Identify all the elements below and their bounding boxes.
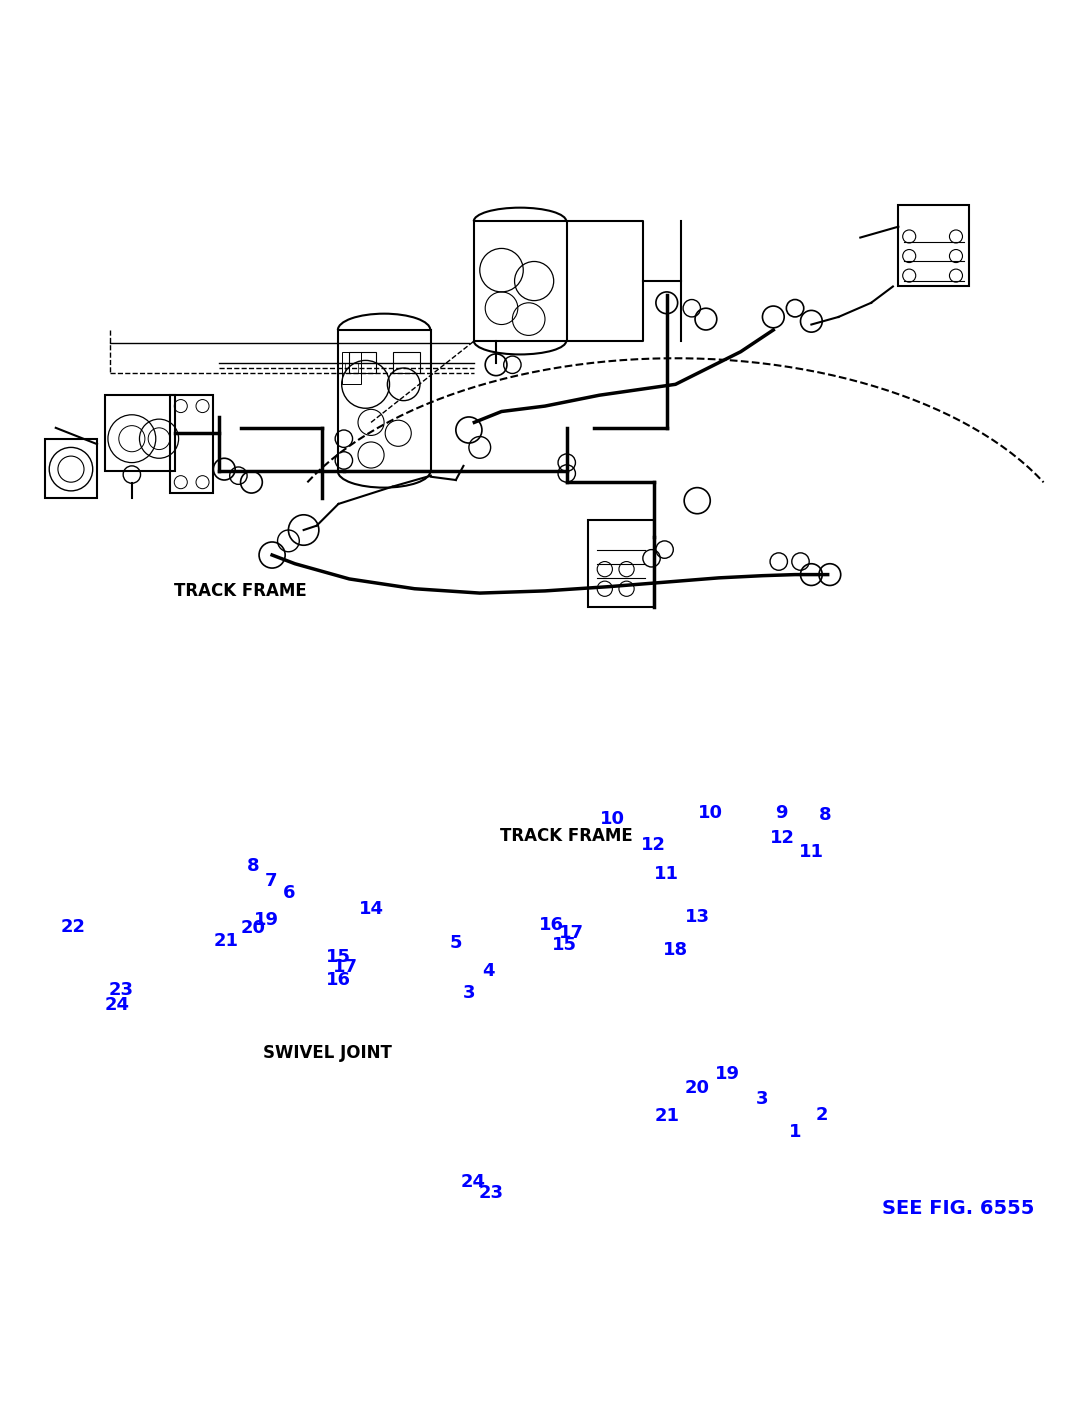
Text: 19: 19	[715, 1064, 740, 1083]
Text: 8: 8	[820, 806, 832, 824]
Text: 18: 18	[663, 941, 688, 959]
Text: 16: 16	[540, 915, 564, 934]
Text: 8: 8	[247, 857, 259, 875]
Text: 12: 12	[641, 837, 666, 854]
Text: 11: 11	[654, 864, 679, 882]
Bar	[589, 520, 654, 607]
Text: 2: 2	[816, 1106, 828, 1124]
Text: 3: 3	[756, 1090, 768, 1107]
Text: 7: 7	[265, 872, 277, 890]
Bar	[45, 439, 97, 499]
Text: 24: 24	[105, 996, 129, 1015]
Text: 21: 21	[214, 932, 239, 951]
Bar	[344, 362, 358, 374]
Text: 16: 16	[326, 971, 351, 989]
Text: 20: 20	[685, 1079, 710, 1097]
Bar	[392, 352, 420, 374]
Text: 23: 23	[479, 1184, 504, 1202]
Text: 21: 21	[654, 1107, 679, 1125]
Bar	[341, 352, 361, 384]
Text: TRACK FRAME: TRACK FRAME	[500, 827, 633, 844]
Text: 14: 14	[359, 901, 384, 918]
Bar	[338, 330, 431, 472]
Text: 24: 24	[461, 1174, 486, 1191]
Text: 15: 15	[552, 936, 577, 955]
Text: 17: 17	[558, 925, 583, 942]
Text: 10: 10	[698, 804, 723, 821]
Text: 23: 23	[109, 980, 133, 999]
Text: 3: 3	[462, 985, 475, 1002]
Text: 4: 4	[482, 962, 495, 980]
Text: TRACK FRAME: TRACK FRAME	[174, 583, 307, 600]
Bar	[474, 222, 567, 341]
Text: 19: 19	[254, 911, 279, 929]
Bar	[170, 395, 214, 493]
Bar	[898, 205, 969, 287]
Text: 20: 20	[241, 919, 266, 936]
Text: 1: 1	[789, 1124, 801, 1141]
Text: 6: 6	[283, 884, 295, 902]
Text: SWIVEL JOINT: SWIVEL JOINT	[263, 1044, 392, 1061]
Text: 9: 9	[775, 804, 787, 821]
Bar	[105, 395, 175, 472]
Text: 12: 12	[770, 828, 795, 847]
Text: 22: 22	[61, 918, 86, 936]
Text: 15: 15	[326, 948, 351, 966]
Text: SEE FIG. 6555: SEE FIG. 6555	[882, 1199, 1034, 1218]
Text: 11: 11	[799, 843, 824, 861]
Text: 17: 17	[332, 958, 358, 976]
Text: 10: 10	[600, 810, 625, 828]
Text: 13: 13	[685, 908, 710, 926]
Bar	[349, 352, 376, 374]
Text: 5: 5	[449, 934, 462, 952]
